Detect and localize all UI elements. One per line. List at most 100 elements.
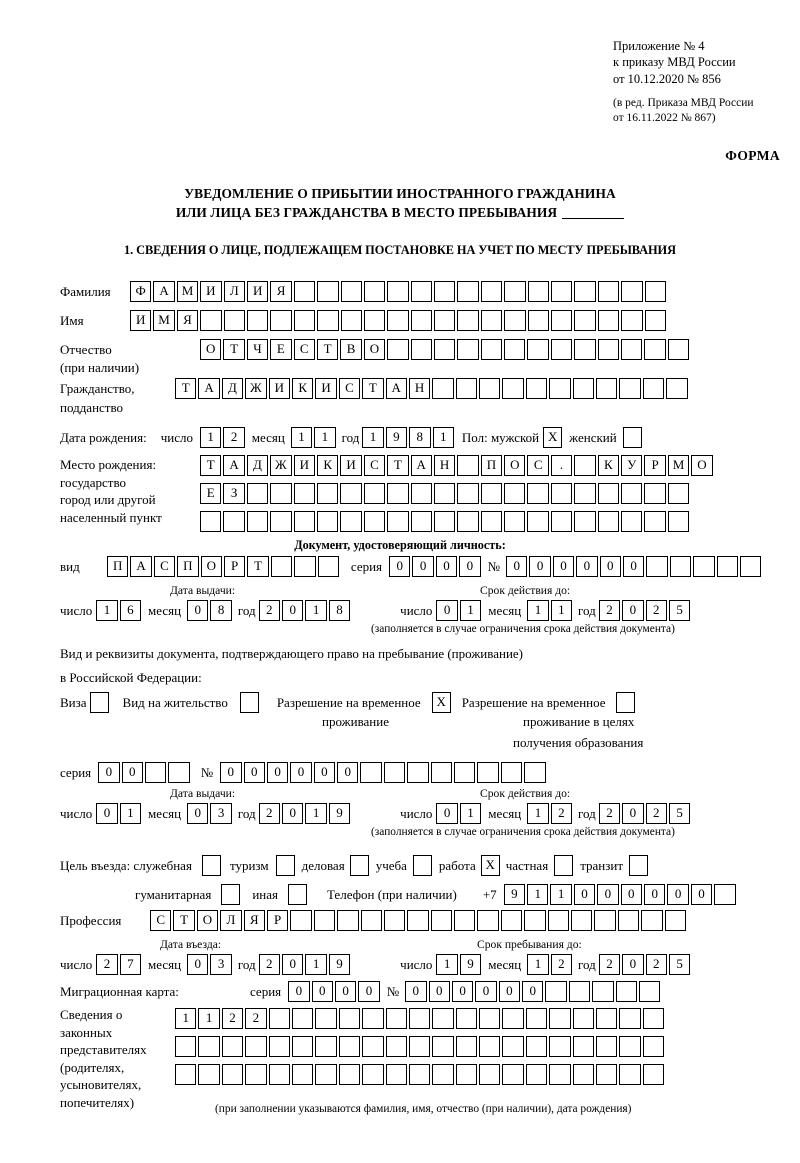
char-cell[interactable]: [619, 378, 641, 399]
char-cell[interactable]: [664, 910, 686, 931]
char-cell[interactable]: 1: [432, 427, 454, 448]
char-cell[interactable]: [457, 339, 479, 360]
char-cell[interactable]: [270, 310, 292, 331]
char-cell[interactable]: Т: [387, 455, 409, 476]
char-cell[interactable]: [502, 378, 524, 399]
char-cell[interactable]: [480, 483, 503, 504]
char-cell[interactable]: Р: [266, 910, 289, 931]
char-cell[interactable]: 0: [459, 556, 481, 577]
char-cell[interactable]: [362, 1064, 384, 1085]
char-cell[interactable]: [639, 981, 661, 1002]
char-cell[interactable]: И: [340, 455, 362, 476]
char-cell[interactable]: 5: [668, 600, 691, 621]
legal-row2-input[interactable]: [175, 1036, 666, 1057]
char-cell[interactable]: 1: [305, 954, 327, 975]
char-cell[interactable]: 1: [459, 803, 482, 824]
char-cell[interactable]: [550, 339, 573, 360]
char-cell[interactable]: [168, 762, 190, 783]
char-cell[interactable]: 8: [328, 600, 351, 621]
visa-checkbox[interactable]: [89, 692, 109, 713]
char-cell[interactable]: 2: [245, 1008, 267, 1029]
char-cell[interactable]: [572, 1036, 595, 1057]
char-cell[interactable]: В: [340, 339, 362, 360]
char-cell[interactable]: [549, 1064, 571, 1085]
char-cell[interactable]: 0: [187, 954, 209, 975]
char-cell[interactable]: [545, 981, 567, 1002]
char-cell[interactable]: [410, 339, 432, 360]
char-cell[interactable]: [432, 378, 454, 399]
char-cell[interactable]: 0: [498, 981, 521, 1002]
char-cell[interactable]: 0: [98, 762, 120, 783]
char-cell[interactable]: [574, 511, 596, 532]
char-cell[interactable]: [572, 1008, 595, 1029]
char-cell[interactable]: [642, 378, 665, 399]
char-cell[interactable]: [597, 339, 620, 360]
char-cell[interactable]: [480, 511, 503, 532]
char-cell[interactable]: [739, 556, 762, 577]
char-cell[interactable]: К: [291, 378, 314, 399]
char-cell[interactable]: 0: [96, 803, 118, 824]
char-cell[interactable]: 0: [552, 556, 575, 577]
char-cell[interactable]: [597, 511, 620, 532]
char-cell[interactable]: 0: [288, 981, 310, 1002]
char-cell[interactable]: 1: [527, 884, 549, 905]
char-cell[interactable]: [410, 310, 433, 331]
char-cell[interactable]: А: [198, 378, 220, 399]
purpose-official-checkbox[interactable]: [201, 855, 221, 876]
char-cell[interactable]: [223, 310, 245, 331]
char-cell[interactable]: [619, 1008, 641, 1029]
char-cell[interactable]: 1: [96, 600, 118, 621]
char-cell[interactable]: [551, 310, 573, 331]
char-cell[interactable]: 0: [644, 884, 666, 905]
char-cell[interactable]: [268, 1064, 290, 1085]
char-cell[interactable]: [383, 910, 406, 931]
char-cell[interactable]: [480, 281, 503, 302]
char-cell[interactable]: [525, 1064, 548, 1085]
char-cell[interactable]: Л: [220, 910, 242, 931]
char-cell[interactable]: Ч: [246, 339, 269, 360]
char-cell[interactable]: Т: [200, 455, 222, 476]
char-cell[interactable]: [317, 310, 339, 331]
char-cell[interactable]: [667, 511, 690, 532]
char-cell[interactable]: [666, 378, 688, 399]
char-cell[interactable]: 1: [527, 803, 549, 824]
char-cell[interactable]: [525, 378, 548, 399]
char-cell[interactable]: [454, 762, 476, 783]
char-cell[interactable]: 9: [459, 954, 482, 975]
char-cell[interactable]: 1: [305, 803, 327, 824]
char-cell[interactable]: [200, 310, 222, 331]
char-cell[interactable]: [293, 281, 316, 302]
char-cell[interactable]: 0: [405, 981, 427, 1002]
char-cell[interactable]: [198, 1064, 220, 1085]
char-cell[interactable]: 0: [428, 981, 450, 1002]
char-cell[interactable]: [568, 981, 591, 1002]
char-cell[interactable]: [385, 1064, 407, 1085]
char-cell[interactable]: О: [200, 556, 222, 577]
char-cell[interactable]: 0: [597, 884, 619, 905]
char-cell[interactable]: [315, 1064, 337, 1085]
char-cell[interactable]: О: [196, 910, 219, 931]
char-cell[interactable]: [667, 483, 690, 504]
char-cell[interactable]: .: [550, 455, 573, 476]
char-cell[interactable]: 0: [622, 954, 644, 975]
char-cell[interactable]: [362, 1036, 384, 1057]
char-cell[interactable]: Р: [223, 556, 246, 577]
char-cell[interactable]: 0: [435, 556, 458, 577]
char-cell[interactable]: 5: [668, 954, 691, 975]
char-cell[interactable]: 2: [645, 600, 667, 621]
birthplace-row3-input[interactable]: [200, 511, 691, 532]
char-cell[interactable]: [524, 762, 546, 783]
char-cell[interactable]: 0: [620, 884, 642, 905]
char-cell[interactable]: [340, 511, 362, 532]
char-cell[interactable]: [270, 511, 292, 532]
char-cell[interactable]: [550, 511, 573, 532]
